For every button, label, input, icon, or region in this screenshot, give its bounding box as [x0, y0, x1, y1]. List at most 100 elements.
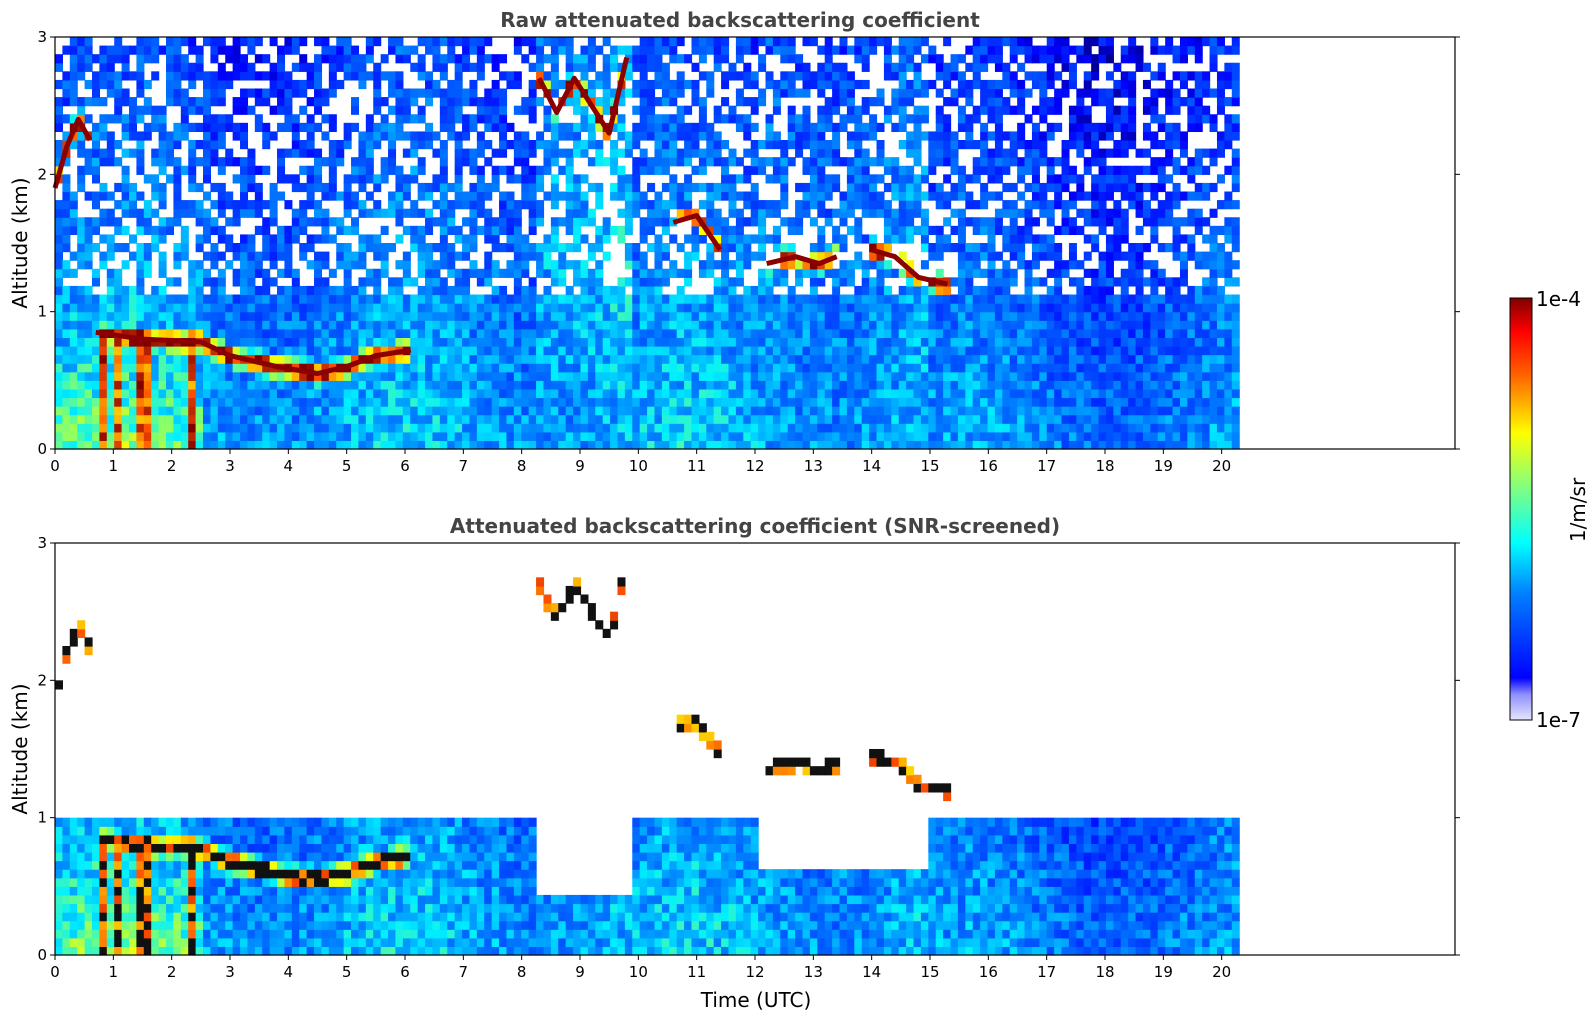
heatmap-cell	[336, 346, 345, 356]
heatmap-cell	[543, 303, 552, 313]
heatmap-cell	[913, 388, 922, 399]
heatmap-cell	[536, 354, 545, 364]
heatmap-cell	[136, 165, 145, 175]
heatmap-cell	[439, 363, 448, 373]
heatmap-cell	[943, 37, 952, 47]
heatmap-cell	[743, 328, 752, 339]
heatmap-cell	[143, 388, 152, 399]
heatmap-cell	[173, 363, 182, 373]
heatmap-cell	[691, 303, 700, 313]
heatmap-cell	[787, 337, 796, 347]
heatmap-cell	[684, 260, 693, 270]
heatmap-cell	[898, 414, 907, 424]
heatmap-cell	[543, 440, 552, 450]
heatmap-cell	[476, 148, 485, 158]
heatmap-cell	[277, 303, 286, 313]
heatmap-cell	[854, 234, 863, 244]
heatmap-cell	[417, 285, 426, 296]
heatmap-cell	[928, 191, 937, 201]
heatmap-cell	[402, 294, 411, 304]
heatmap-cell	[528, 414, 537, 424]
heatmap-cell	[314, 423, 323, 433]
heatmap-cell	[55, 225, 63, 236]
heatmap-cell	[550, 79, 559, 90]
heatmap-cell	[691, 122, 700, 133]
heatmap-cell	[743, 174, 752, 184]
heatmap-cell	[351, 97, 360, 107]
heatmap-cell	[654, 311, 663, 321]
heatmap-cell	[506, 431, 515, 442]
heatmap-cell	[306, 440, 315, 450]
heatmap-cell	[299, 37, 308, 47]
heatmap-cell	[965, 380, 974, 390]
heatmap-cell	[580, 140, 589, 150]
heatmap-cell	[328, 285, 337, 296]
heatmap-cell	[328, 388, 337, 399]
heatmap-cell	[484, 268, 493, 278]
heatmap-cell	[106, 380, 115, 390]
heatmap-cell	[321, 182, 330, 193]
heatmap-cell	[957, 414, 966, 424]
heatmap-cell	[432, 346, 441, 356]
heatmap-cell	[158, 397, 167, 407]
heatmap-cell	[536, 45, 545, 55]
heatmap-cell	[758, 268, 767, 278]
heatmap-cell	[395, 234, 404, 244]
heatmap-cell	[669, 440, 678, 450]
heatmap-cell	[839, 114, 848, 124]
heatmap-cell	[891, 71, 900, 81]
heatmap-cell	[639, 131, 648, 141]
heatmap-cell	[291, 122, 300, 133]
heatmap-cell	[595, 225, 604, 236]
heatmap-cell	[136, 114, 145, 124]
heatmap-cell	[106, 423, 115, 433]
heatmap-cell	[417, 54, 426, 64]
heatmap-cell	[166, 148, 175, 158]
heatmap-cell	[624, 397, 633, 407]
heatmap-cell	[439, 88, 448, 98]
heatmap-cell	[188, 165, 197, 175]
heatmap-cell	[743, 294, 752, 304]
heatmap-cell	[861, 79, 870, 90]
heatmap-cell	[965, 268, 974, 278]
heatmap-cell	[587, 363, 596, 373]
heatmap-cell	[735, 337, 744, 347]
heatmap-cell	[158, 251, 167, 261]
heatmap-cell	[328, 371, 337, 381]
heatmap-cell	[743, 165, 752, 175]
heatmap-cell	[876, 243, 885, 253]
heatmap-cell	[499, 414, 508, 424]
heatmap-cell	[780, 320, 789, 330]
heatmap-cell	[972, 45, 981, 55]
heatmap-cell	[262, 200, 271, 210]
heatmap-cell	[336, 440, 345, 450]
heatmap-cell	[1002, 406, 1011, 416]
heatmap-cell	[69, 268, 78, 278]
heatmap-cell	[84, 285, 93, 296]
heatmap-cell	[521, 328, 530, 339]
heatmap-cell	[994, 277, 1003, 287]
heatmap-cell	[143, 397, 152, 407]
heatmap-cell	[987, 406, 996, 416]
heatmap-cell	[225, 397, 234, 407]
heatmap-cell	[817, 380, 826, 390]
heatmap-cell	[417, 157, 426, 167]
heatmap-cell	[143, 303, 152, 313]
heatmap-cell	[62, 260, 71, 270]
heatmap-cell	[77, 114, 86, 124]
heatmap-cell	[499, 217, 508, 227]
heatmap-cell	[587, 328, 596, 339]
heatmap-cell	[336, 406, 345, 416]
heatmap-cell	[913, 397, 922, 407]
heatmap-cell	[506, 174, 515, 184]
heatmap-cell	[195, 346, 204, 356]
heatmap-cell	[240, 54, 249, 64]
heatmap-cell	[151, 440, 160, 450]
heatmap-cell	[484, 234, 493, 244]
heatmap-cell	[780, 371, 789, 381]
heatmap-cell	[980, 354, 989, 364]
heatmap-cell	[987, 45, 996, 55]
heatmap-cell	[994, 208, 1003, 218]
heatmap-cell	[565, 148, 574, 158]
heatmap-cell	[913, 37, 922, 47]
